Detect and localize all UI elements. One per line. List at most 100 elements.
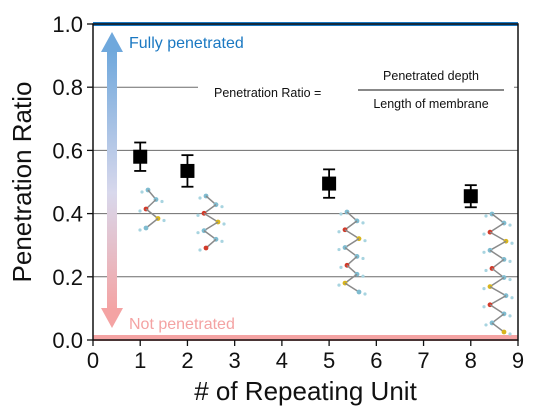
molecule-atom <box>339 265 343 269</box>
molecule-bond <box>489 276 505 288</box>
x-axis-ticks: 0 1 2 3 4 5 6 7 8 9 <box>87 340 524 373</box>
arrow-up-icon <box>101 32 123 52</box>
molecule-atom <box>484 268 488 273</box>
molecule-illustrations <box>138 187 514 336</box>
molecule-bond <box>489 222 505 233</box>
molecule-atom <box>337 283 341 287</box>
molecule-bond <box>203 212 219 223</box>
formula-box: Penetration Ratio = Penetrated depth Len… <box>198 64 514 118</box>
molecule-atom <box>162 218 166 223</box>
molecule-bond <box>491 258 505 270</box>
molecule-atom <box>482 250 486 254</box>
molecule-bond <box>489 285 507 297</box>
y-axis-ticks: 0.0 0.2 0.4 0.6 0.8 1.0 <box>52 12 93 353</box>
molecule-bond <box>491 322 505 333</box>
molecule-atom <box>510 296 514 300</box>
molecule-atom <box>339 212 343 216</box>
molecule-atom <box>143 225 149 231</box>
plot-frame <box>92 23 519 341</box>
molecule-atom <box>482 287 486 291</box>
x-tick-label: 2 <box>181 348 193 373</box>
molecule-atom <box>482 232 486 236</box>
y-tick-label: 0.0 <box>52 328 83 353</box>
y-tick-label: 0.4 <box>52 202 83 227</box>
molecule-atom <box>337 247 341 252</box>
molecule-illustration <box>337 209 367 296</box>
x-tick-label: 9 <box>512 348 524 373</box>
molecule-atom <box>220 205 224 209</box>
molecule-bond <box>203 204 217 214</box>
x-tick-label: 6 <box>370 348 382 373</box>
molecule-atom <box>196 213 200 217</box>
molecule-atom <box>508 332 512 336</box>
molecule-atom <box>501 329 507 335</box>
x-tick-label: 5 <box>323 348 335 373</box>
molecule-bond <box>344 229 360 240</box>
molecule-atom <box>363 292 367 296</box>
molecule-bond <box>491 313 505 324</box>
molecule-bond <box>145 208 159 220</box>
molecule-bond <box>344 220 358 231</box>
molecule-illustration <box>196 193 226 252</box>
molecule-atom <box>361 221 365 225</box>
molecule-bond <box>203 230 217 240</box>
molecule-bond <box>344 246 358 258</box>
x-tick-label: 3 <box>229 348 241 373</box>
molecule-bond <box>491 267 505 279</box>
molecule-atom <box>361 274 365 278</box>
y-axis-title: Penetration Ratio <box>7 82 37 283</box>
molecule-bond <box>344 282 360 293</box>
not-penetrated-label: Not penetrated <box>129 316 235 333</box>
molecule-atom <box>363 239 367 243</box>
data-point-marker <box>463 189 478 204</box>
data-point-marker <box>322 176 337 191</box>
molecule-atom <box>198 196 202 200</box>
molecule-bond <box>145 217 159 229</box>
molecule-illustration <box>138 187 166 232</box>
formula-denominator: Length of membrane <box>373 97 488 111</box>
molecule-atom <box>356 289 362 295</box>
molecule-atom <box>198 248 202 252</box>
molecule-atom <box>508 259 512 263</box>
molecule-atom <box>138 209 142 213</box>
penetration-range-arrow <box>101 32 123 328</box>
y-tick-label: 1.0 <box>52 12 83 37</box>
molecule-bond <box>344 238 360 249</box>
molecule-atom <box>222 222 226 226</box>
x-tick-label: 0 <box>87 348 99 373</box>
formula-lhs: Penetration Ratio = <box>214 86 321 100</box>
data-point-marker <box>133 149 148 164</box>
fully-penetrated-label: Fully penetrated <box>129 35 244 52</box>
y-tick-label: 0.6 <box>52 138 83 163</box>
molecule-atom <box>484 323 488 327</box>
molecule-illustration <box>482 211 514 336</box>
arrow-down-icon <box>101 308 123 328</box>
molecule-atom <box>160 199 164 204</box>
molecule-bond <box>489 231 507 242</box>
molecule-atom <box>203 245 209 251</box>
x-axis-title: # of Repeating Unit <box>194 376 417 406</box>
molecule-atom <box>140 190 144 194</box>
molecule-bond <box>491 213 505 224</box>
molecule-bond <box>344 273 358 284</box>
x-tick-label: 1 <box>134 348 146 373</box>
molecule-bond <box>489 240 507 251</box>
molecule-atom <box>361 256 365 261</box>
y-tick-label: 0.2 <box>52 265 83 290</box>
molecule-atom <box>220 239 224 243</box>
molecule-atom <box>508 277 512 282</box>
molecule-atom <box>510 241 514 245</box>
molecule-atom <box>508 223 512 227</box>
data-points <box>133 141 478 209</box>
x-tick-label: 7 <box>417 348 429 373</box>
formula-numerator: Penetrated depth <box>383 69 479 83</box>
molecule-bond <box>489 295 507 306</box>
molecule-bond <box>489 304 505 315</box>
y-tick-label: 0.8 <box>52 75 83 100</box>
molecule-atom <box>138 228 142 232</box>
molecule-atom <box>196 231 200 235</box>
data-point-marker <box>180 163 195 178</box>
molecule-atom <box>337 230 341 234</box>
